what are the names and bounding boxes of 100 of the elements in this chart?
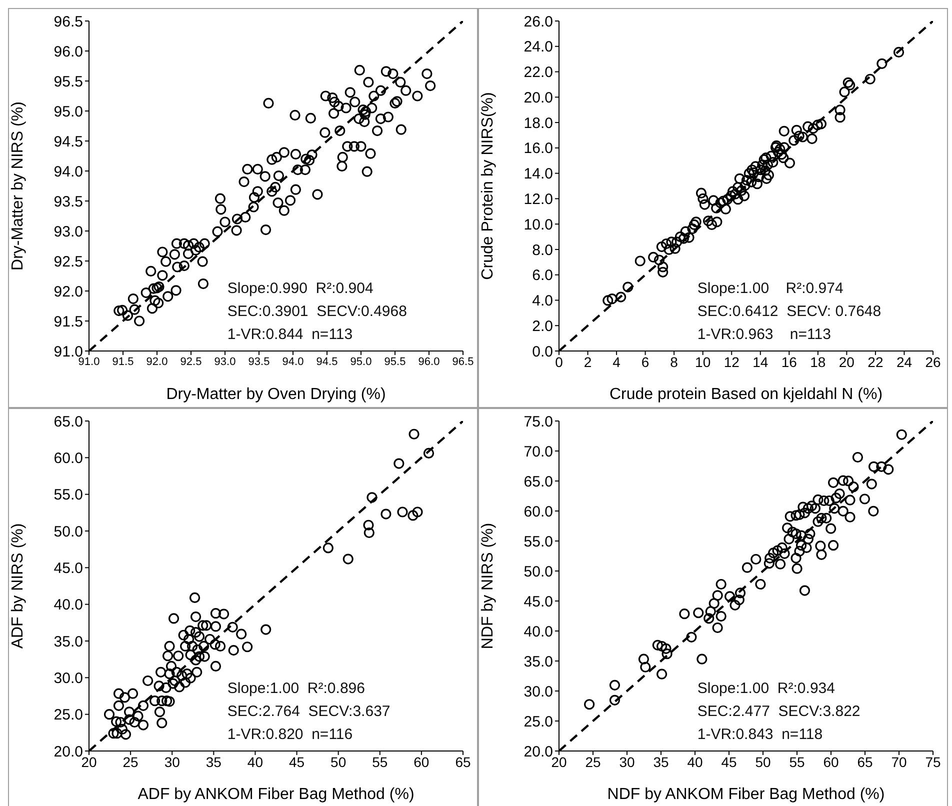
- y-tick-label: 60.0: [54, 450, 83, 467]
- y-tick-label: 91.5: [54, 313, 83, 330]
- x-tick-label: 55: [789, 754, 805, 770]
- y-tick-label: 45.0: [524, 593, 553, 610]
- y-tick-label: 96.0: [54, 43, 83, 60]
- y-tick-label: 65.0: [54, 413, 83, 430]
- x-tick-label: 0: [555, 354, 564, 370]
- x-tick-label: 92.0: [146, 356, 168, 368]
- y-axis-title: Dry-Matter by NIRS (%): [10, 102, 27, 270]
- y-tick-label: 10.0: [524, 216, 553, 234]
- annotation: SEC:2.477 SECV:3.822: [697, 702, 860, 722]
- x-tick-label: 96.5: [452, 356, 474, 368]
- y-tick-label: 50.0: [54, 523, 83, 540]
- x-tick-label: 91.0: [78, 356, 100, 368]
- y-tick-label: 45.0: [54, 560, 83, 577]
- annotation: 1-VR:0.844 n=113: [227, 325, 354, 345]
- y-tick-label: 40.0: [54, 596, 83, 614]
- y-axis-title: NDF by NIRS (%): [480, 522, 497, 650]
- x-axis-title: Crude protein Based on kjeldahl N (%): [609, 386, 883, 403]
- y-tick-label: 12.0: [524, 191, 553, 208]
- x-axis-title: ADF by ANKOM Fiber Bag Method (%): [138, 786, 414, 803]
- x-tick-label: 4: [612, 354, 621, 370]
- y-tick-label: 20.0: [54, 743, 83, 760]
- x-tick-label: 93.0: [214, 356, 236, 368]
- y-tick-label: 95.0: [54, 103, 83, 120]
- x-tick-label: 45: [721, 754, 737, 770]
- x-tick-label: 25: [585, 754, 601, 770]
- y-tick-label: 65.0: [524, 473, 553, 490]
- x-tick-label: 25: [122, 754, 139, 770]
- y-tick-label: 8.0: [532, 242, 553, 259]
- y-tick-label: 60.0: [524, 503, 553, 520]
- x-tick-label: 30: [164, 754, 180, 770]
- x-tick-label: 40: [247, 754, 264, 770]
- x-tick-label: 65: [455, 754, 471, 770]
- annotation: SEC:0.6412 SECV: 0.7648: [697, 302, 882, 322]
- y-axis-title: Crude Protein by NIRS(%): [480, 92, 497, 280]
- x-tick-label: 60: [823, 754, 839, 770]
- y-tick-label: 35.0: [524, 653, 553, 670]
- y-tick-label: 50.0: [524, 563, 553, 580]
- y-tick-label: 6.0: [532, 267, 553, 284]
- x-tick-label: 8: [670, 354, 678, 370]
- x-tick-label: 12: [724, 354, 740, 370]
- y-tick-label: 92.5: [54, 253, 83, 270]
- y-tick-label: 94.5: [54, 133, 83, 150]
- y-tick-label: 93.0: [54, 223, 83, 240]
- y-tick-label: 30.0: [54, 670, 83, 687]
- x-tick-label: 92.5: [180, 356, 202, 368]
- x-tick-label: 60: [414, 754, 430, 770]
- y-tick-label: 20.0: [524, 743, 553, 760]
- x-tick-label: 96.0: [418, 356, 440, 368]
- y-tick-label: 2.0: [532, 318, 553, 335]
- x-tick-label: 55: [372, 754, 388, 770]
- x-tick-label: 93.5: [248, 356, 270, 368]
- y-tick-label: 55.0: [524, 533, 553, 550]
- x-tick-label: 95.0: [350, 356, 372, 368]
- y-tick-label: 30.0: [524, 683, 553, 700]
- y-tick-label: 24.0: [524, 38, 553, 56]
- annotation: Slope:1.00 R²:0.896: [227, 679, 366, 699]
- x-tick-label: 20: [838, 354, 855, 370]
- y-tick-label: 26.0: [524, 13, 553, 30]
- annotation: Slope:0.990 R²:0.904: [227, 279, 374, 299]
- y-tick-label: 20.0: [524, 89, 553, 106]
- x-tick-label: 26: [925, 354, 941, 370]
- x-tick-label: 35: [206, 754, 222, 770]
- x-tick-label: 40: [687, 754, 703, 770]
- x-tick-label: 91.5: [112, 356, 134, 368]
- annotation: SEC:2.764 SECV:3.637: [227, 702, 390, 722]
- x-axis-title: NDF by ANKOM Fiber Bag Method (%): [607, 786, 885, 803]
- y-tick-label: 40.0: [524, 623, 553, 640]
- y-tick-label: 94.0: [54, 163, 83, 180]
- y-tick-label: 14.0: [524, 166, 553, 183]
- y-tick-label: 70.0: [524, 443, 553, 460]
- x-tick-label: 70: [891, 754, 907, 770]
- x-tick-label: 24: [896, 354, 912, 370]
- y-tick-label: 0.0: [532, 343, 553, 360]
- y-tick-label: 75.0: [524, 413, 553, 430]
- x-tick-label: 16: [781, 354, 798, 370]
- x-tick-label: 94.0: [282, 356, 304, 368]
- x-tick-label: 65: [857, 754, 873, 770]
- x-tick-label: 6: [641, 354, 650, 370]
- x-tick-label: 45: [288, 754, 305, 770]
- x-tick-label: 35: [653, 754, 669, 770]
- y-tick-label: 96.5: [54, 13, 83, 30]
- x-tick-label: 22: [868, 354, 884, 370]
- annotation: SEC:0.3901 SECV:0.4968: [227, 302, 407, 322]
- y-tick-label: 35.0: [54, 633, 83, 650]
- x-tick-label: 18: [810, 354, 826, 370]
- y-tick-label: 95.5: [54, 73, 83, 90]
- y-tick-label: 22.0: [524, 64, 553, 82]
- x-tick-label: 30: [619, 754, 635, 770]
- y-tick-label: 4.0: [532, 292, 553, 310]
- x-tick-label: 94.5: [316, 356, 338, 368]
- y-axis-title: ADF by NIRS (%): [10, 523, 27, 649]
- y-tick-label: 92.0: [54, 283, 83, 300]
- x-tick-label: 20: [551, 754, 567, 770]
- y-tick-label: 93.5: [54, 193, 83, 210]
- annotation: Slope:1.00 R²:0.934: [697, 679, 836, 699]
- y-tick-label: 55.0: [54, 486, 83, 504]
- annotation: 1-VR:0.963 n=113: [697, 325, 832, 345]
- annotation: Slope:1.00 R²:0.974: [697, 279, 844, 299]
